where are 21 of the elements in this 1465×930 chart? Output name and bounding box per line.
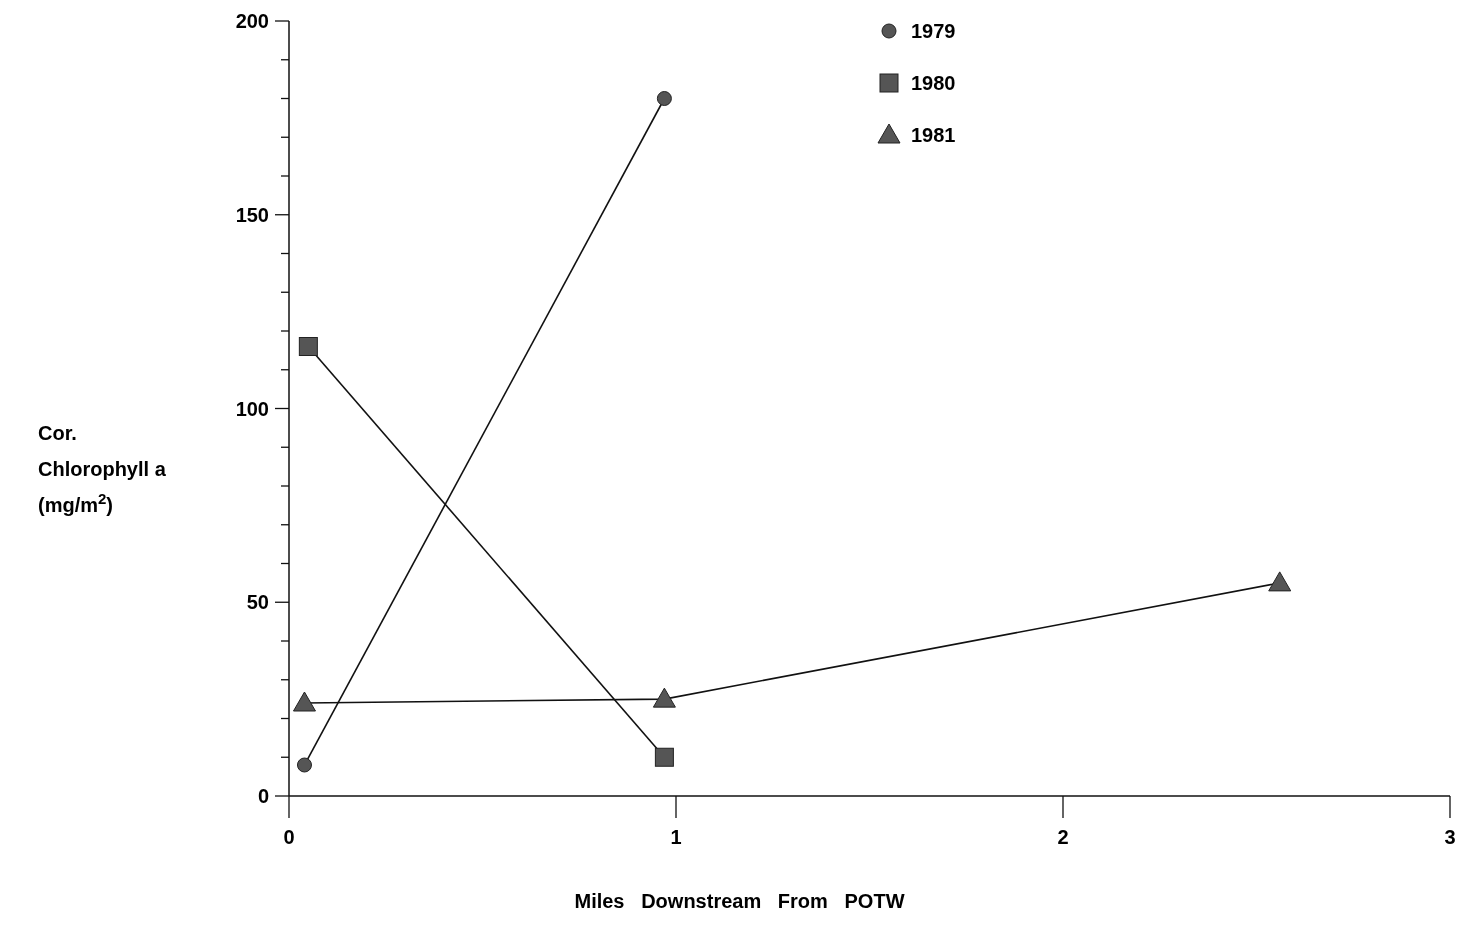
y-tick-label: 150 — [235, 203, 269, 226]
y-tick-label: 0 — [257, 785, 269, 807]
point — [1268, 571, 1292, 592]
y-tick-label: 50 — [246, 591, 269, 614]
x-tick-label: 3 — [1444, 826, 1456, 848]
x-tick-label: 1 — [670, 826, 682, 848]
y-axis-title: Cor. Chlorophyll a (mg/m$^{2}$) — [38, 422, 167, 516]
point — [292, 691, 316, 712]
y-tick-label: 200 — [235, 10, 269, 32]
legend-label: 1979 — [911, 20, 956, 42]
legend-label: 1980 — [911, 72, 956, 94]
x-tick-label: 2 — [1057, 826, 1069, 848]
point — [654, 747, 674, 767]
x-tick-label: 0 — [283, 826, 295, 848]
point — [652, 687, 676, 708]
point — [656, 91, 672, 106]
point — [298, 337, 318, 356]
point — [296, 757, 312, 773]
legend-label: 1981 — [911, 124, 956, 146]
y-tick-label: 100 — [235, 397, 269, 420]
x-axis-title: Miles Downstream From POTW — [574, 890, 905, 912]
